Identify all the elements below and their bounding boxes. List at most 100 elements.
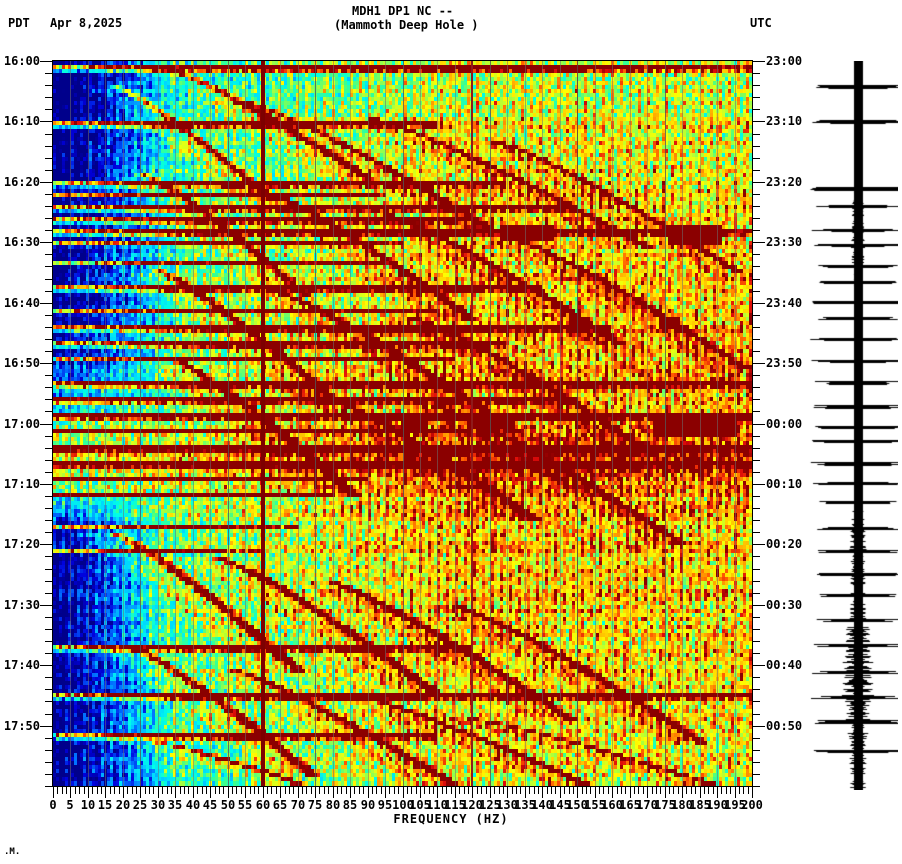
time-tick-minor-right — [753, 218, 760, 219]
frequency-tick-minor — [468, 787, 469, 794]
time-tick-minor-left — [45, 460, 52, 461]
frequency-tick-minor — [520, 787, 521, 794]
time-tick-minor-right — [753, 677, 760, 678]
time-label-left: 17:00 — [3, 417, 40, 431]
time-tick-minor-right — [753, 327, 760, 328]
time-tick-minor-left — [45, 194, 52, 195]
frequency-tick-major — [350, 787, 351, 798]
frequency-tick-minor — [167, 787, 168, 794]
time-tick-minor-left — [45, 641, 52, 642]
frequency-tick-minor — [748, 787, 749, 794]
frequency-tick-minor — [285, 787, 286, 794]
time-tick-minor-left — [45, 85, 52, 86]
axis-left — [52, 61, 53, 787]
time-tick-minor-left — [45, 520, 52, 521]
frequency-tick-major — [647, 787, 648, 798]
frequency-tick-minor — [721, 787, 722, 794]
frequency-label: 25 — [132, 798, 148, 812]
frequency-label: 135 — [514, 798, 536, 812]
time-tick-minor-left — [45, 327, 52, 328]
frequency-tick-major — [420, 787, 421, 798]
frequency-label: 190 — [706, 798, 728, 812]
time-tick-major-left — [40, 424, 52, 425]
frequency-tick-minor — [617, 787, 618, 794]
frequency-label: 95 — [377, 798, 393, 812]
timezone-label-right: UTC — [750, 16, 772, 30]
frequency-tick-minor — [188, 787, 189, 794]
time-tick-minor-left — [45, 581, 52, 582]
time-label-left: 16:20 — [3, 175, 40, 189]
frequency-tick-minor — [551, 787, 552, 794]
frequency-tick-minor — [302, 787, 303, 794]
time-label-left: 16:40 — [3, 296, 40, 310]
time-tick-minor-right — [753, 146, 760, 147]
time-tick-minor-right — [753, 653, 760, 654]
time-tick-minor-right — [753, 351, 760, 352]
frequency-tick-minor — [673, 787, 674, 794]
frequency-tick-minor — [416, 787, 417, 794]
time-tick-minor-left — [45, 73, 52, 74]
time-tick-minor-right — [753, 689, 760, 690]
time-tick-major-left — [40, 665, 52, 666]
time-label-left: 17:40 — [3, 658, 40, 672]
time-tick-minor-left — [45, 472, 52, 473]
time-tick-minor-left — [45, 387, 52, 388]
time-tick-minor-left — [45, 617, 52, 618]
time-tick-major-right — [753, 61, 765, 62]
time-tick-minor-right — [753, 109, 760, 110]
frequency-label: 50 — [220, 798, 236, 812]
frequency-tick-major — [577, 787, 578, 798]
time-tick-minor-left — [45, 109, 52, 110]
time-label-left: 17:50 — [3, 719, 40, 733]
time-tick-minor-left — [45, 411, 52, 412]
frequency-tick-minor — [499, 787, 500, 794]
frequency-tick-minor — [586, 787, 587, 794]
frequency-tick-minor — [241, 787, 242, 794]
time-label-left: 16:10 — [3, 114, 40, 128]
time-tick-major-left — [40, 363, 52, 364]
time-tick-minor-left — [45, 448, 52, 449]
time-tick-major-left — [40, 121, 52, 122]
frequency-tick-minor — [529, 787, 530, 794]
frequency-tick-major — [665, 787, 666, 798]
frequency-tick-major — [612, 787, 613, 798]
time-tick-minor-right — [753, 629, 760, 630]
frequency-tick-major — [717, 787, 718, 798]
time-tick-minor-left — [45, 677, 52, 678]
time-tick-minor-left — [45, 653, 52, 654]
time-tick-minor-left — [45, 254, 52, 255]
frequency-tick-minor — [582, 787, 583, 794]
frequency-label: 15 — [97, 798, 113, 812]
frequency-label: 60 — [255, 798, 271, 812]
time-tick-minor-left — [45, 146, 52, 147]
time-tick-minor-right — [753, 254, 760, 255]
time-tick-minor-left — [45, 556, 52, 557]
frequency-tick-minor — [293, 787, 294, 794]
frequency-tick-minor — [481, 787, 482, 794]
time-tick-minor-right — [753, 569, 760, 570]
frequency-tick-major — [140, 787, 141, 798]
time-tick-minor-right — [753, 194, 760, 195]
time-tick-minor-left — [45, 218, 52, 219]
frequency-tick-minor — [101, 787, 102, 794]
time-tick-major-left — [40, 484, 52, 485]
plot-border-top — [52, 60, 753, 61]
time-label-right: 00:10 — [766, 477, 803, 491]
frequency-tick-minor — [512, 787, 513, 794]
time-tick-major-left — [40, 61, 52, 62]
time-tick-major-right — [753, 363, 765, 364]
time-tick-minor-right — [753, 170, 760, 171]
frequency-tick-minor — [132, 787, 133, 794]
frequency-tick-major — [88, 787, 89, 798]
frequency-tick-minor — [145, 787, 146, 794]
time-tick-major-right — [753, 605, 765, 606]
frequency-tick-minor — [57, 787, 58, 794]
frequency-tick-minor — [486, 787, 487, 794]
frequency-label: 120 — [461, 798, 483, 812]
seismogram-trace-panel — [806, 61, 898, 790]
frequency-tick-minor — [691, 787, 692, 794]
frequency-tick-major — [735, 787, 736, 798]
time-label-right: 00:50 — [766, 719, 803, 733]
frequency-tick-minor — [289, 787, 290, 794]
frequency-tick-minor — [516, 787, 517, 794]
